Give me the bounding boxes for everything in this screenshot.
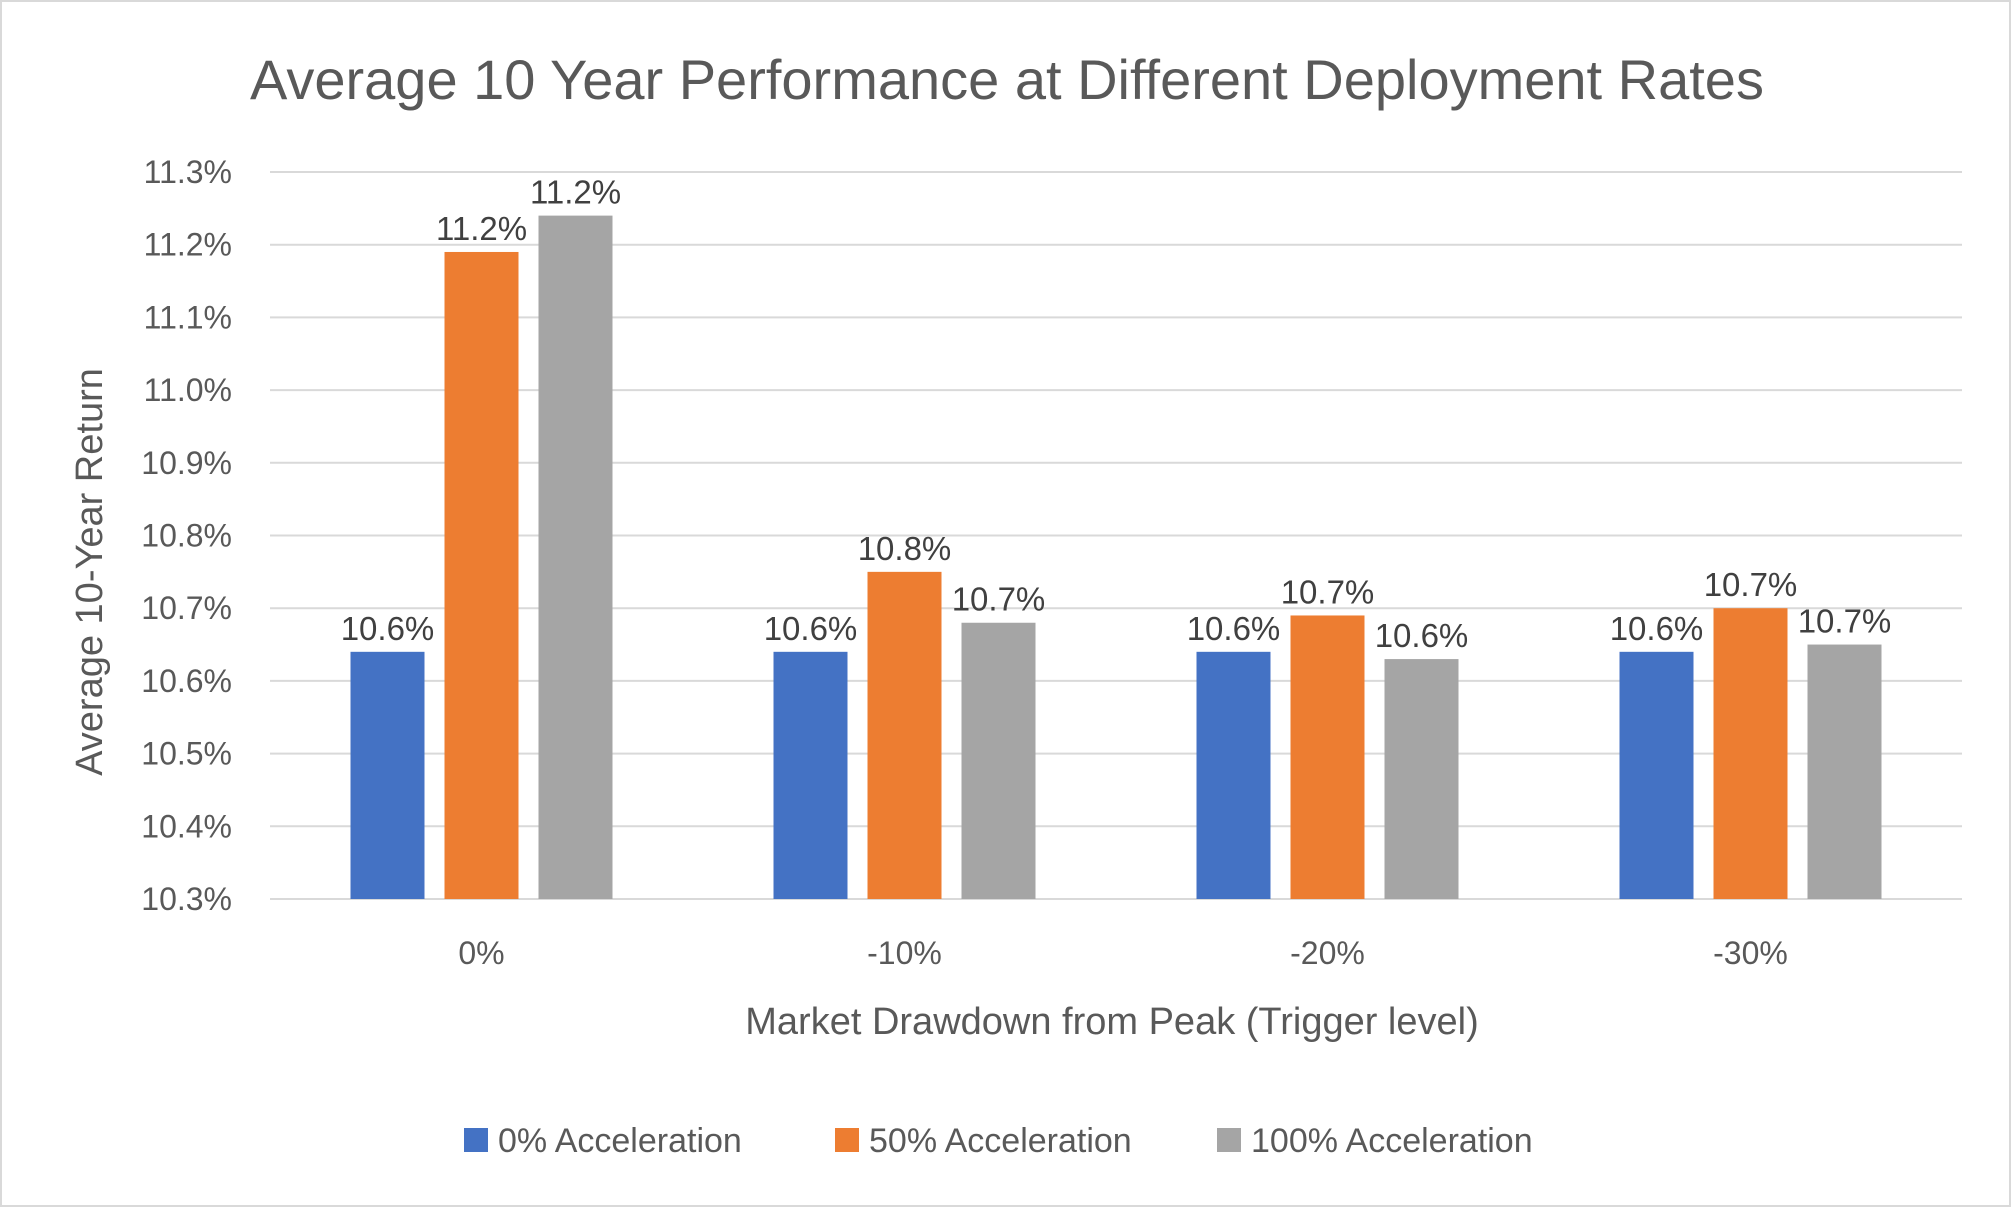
legend-label: 0% Acceleration: [498, 1122, 742, 1160]
y-tick-label: 10.9%: [141, 445, 232, 481]
data-labels: 10.6%11.2%11.2%10.6%10.8%10.7%10.6%10.7%…: [341, 174, 1892, 654]
bar: [1807, 644, 1882, 899]
bars: [350, 215, 1882, 900]
bar: [1619, 651, 1694, 899]
data-label: 10.6%: [1187, 610, 1281, 647]
x-axis-title: Market Drawdown from Peak (Trigger level…: [745, 1001, 1478, 1043]
gridlines: [270, 171, 1962, 900]
y-axis-ticks: 10.3% 10.4% 10.5% 10.6% 10.7% 10.8% 10.9% 11.0%…: [141, 154, 232, 917]
data-label: 10.7%: [1704, 566, 1798, 603]
y-tick-label: 10.7%: [141, 590, 232, 626]
bar: [1290, 615, 1365, 899]
data-label: 10.6%: [341, 610, 435, 647]
legend-swatch: [835, 1128, 859, 1152]
x-axis-ticks: 0% -10% -20% -30%: [458, 935, 1787, 971]
y-tick-label: 10.5%: [141, 736, 232, 772]
legend-swatch: [464, 1128, 488, 1152]
bar: [444, 251, 519, 900]
data-label: 10.6%: [1375, 617, 1469, 654]
data-label: 10.6%: [764, 610, 858, 647]
y-axis-title: Average 10-Year Return: [69, 368, 111, 776]
data-label: 10.7%: [1798, 603, 1892, 640]
bar: [867, 571, 942, 899]
bar: [538, 215, 613, 899]
bar: [1196, 651, 1271, 899]
legend-label: 100% Acceleration: [1251, 1122, 1533, 1160]
x-tick-label: 0%: [458, 935, 504, 971]
x-tick-label: -30%: [1713, 935, 1788, 971]
bar: [773, 651, 848, 899]
legend: 0% Acceleration 50% Acceleration 100% Acce…: [464, 1122, 1533, 1160]
y-tick-label: 10.4%: [141, 808, 232, 844]
y-tick-label: 10.6%: [141, 663, 232, 699]
bar: [350, 651, 425, 899]
y-tick-label: 10.3%: [141, 881, 232, 917]
y-tick-label: 10.8%: [141, 518, 232, 554]
y-tick-label: 11.2%: [144, 227, 232, 263]
y-tick-label: 11.0%: [144, 372, 232, 408]
legend-label: 50% Acceleration: [869, 1122, 1132, 1160]
chart-title: Average 10 Year Performance at Different…: [250, 48, 1764, 111]
bar: [1713, 608, 1788, 899]
bar: [961, 622, 1036, 899]
data-label: 11.2%: [436, 210, 527, 247]
data-label: 10.8%: [858, 530, 952, 567]
data-label: 10.6%: [1610, 610, 1704, 647]
y-tick-label: 11.1%: [144, 299, 232, 335]
x-tick-label: -10%: [867, 935, 942, 971]
data-label: 10.7%: [952, 581, 1046, 618]
legend-swatch: [1217, 1128, 1241, 1152]
data-label: 10.7%: [1281, 573, 1375, 610]
y-tick-label: 11.3%: [144, 154, 232, 190]
x-tick-label: -20%: [1290, 935, 1365, 971]
data-label: 11.2%: [530, 174, 621, 211]
bar: [1384, 659, 1459, 899]
